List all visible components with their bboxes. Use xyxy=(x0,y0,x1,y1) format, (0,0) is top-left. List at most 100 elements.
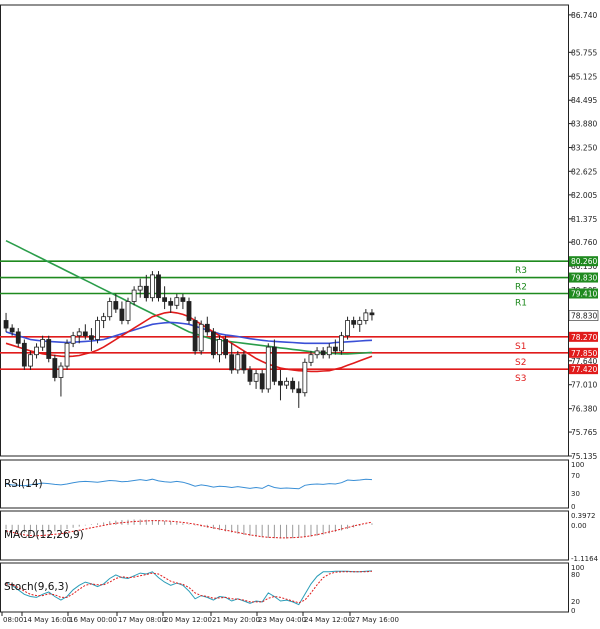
candle-body-60 xyxy=(369,312,375,316)
level-price-label-R2: 79.830 xyxy=(571,274,597,283)
moving-average-line-1 xyxy=(5,321,373,345)
candle-body-32 xyxy=(198,323,204,352)
candle-body-43 xyxy=(265,346,271,390)
price-tick-label-2: 85.125 xyxy=(571,72,597,81)
candle-body-57 xyxy=(351,320,357,325)
candle-body-46 xyxy=(284,380,289,386)
indicator-2-tick-2: 20 xyxy=(571,598,580,606)
price-tick-label-14: 77.640 xyxy=(571,357,597,366)
time-tick-label-1: 14 May 16:00 xyxy=(23,616,71,624)
indicator-pane-border-2 xyxy=(0,562,569,613)
candle-body-7 xyxy=(46,339,52,359)
candle-body-5 xyxy=(34,346,39,356)
indicator-1-tick-1: 0.00 xyxy=(571,522,587,530)
candle-body-44 xyxy=(271,346,277,382)
level-name-R1: R1 xyxy=(515,299,527,309)
candle-body-10 xyxy=(64,342,70,367)
candle-body-53 xyxy=(326,346,332,356)
level-name-S2: S2 xyxy=(515,358,526,368)
current-price-tag xyxy=(568,310,599,321)
indicator-0-tick-0: 100 xyxy=(571,461,584,469)
candle-body-22 xyxy=(137,285,143,291)
price-tick-label-7: 82.005 xyxy=(571,191,597,200)
candle-body-48 xyxy=(296,388,302,394)
level-name-R2: R2 xyxy=(515,283,527,293)
stoch-k-line xyxy=(5,570,373,606)
candle-body-0 xyxy=(3,320,9,329)
candle-body-40 xyxy=(247,369,253,382)
current-price-label: 78.830 xyxy=(571,312,597,321)
indicator-line-1 xyxy=(5,520,373,539)
level-price-tag-S1 xyxy=(569,331,598,342)
candle-body-54 xyxy=(332,346,338,352)
price-tick-label-3: 84.495 xyxy=(571,96,597,105)
indicator-pane-border-1 xyxy=(0,510,569,561)
candle-body-29 xyxy=(180,297,186,302)
indicator-line-0 xyxy=(5,478,373,490)
indicator-1-tick-0: 0.3972 xyxy=(571,512,596,520)
candle-body-51 xyxy=(314,350,320,356)
level-price-tag-S3 xyxy=(569,364,598,375)
candle-body-8 xyxy=(52,358,58,378)
candle-body-21 xyxy=(131,289,137,302)
level-name-S1: S1 xyxy=(515,342,526,352)
candle-body-25 xyxy=(156,274,161,299)
candle-body-49 xyxy=(302,361,308,394)
time-tick-label-6: 23 May 04:00 xyxy=(258,616,306,624)
price-tick-label-10: 80.130 xyxy=(571,262,597,271)
time-tick-label-5: 21 May 20:00 xyxy=(212,616,260,624)
price-tick-label-15: 77.010 xyxy=(571,381,597,390)
level-name-R3: R3 xyxy=(515,266,527,276)
indicator-pane-border-0 xyxy=(0,459,569,509)
candle-body-55 xyxy=(339,335,344,352)
candle-body-56 xyxy=(345,320,350,337)
indicator-2-tick-3: 0 xyxy=(571,607,575,615)
candle-body-58 xyxy=(357,320,363,325)
candle-body-42 xyxy=(259,373,265,390)
candle-body-6 xyxy=(40,339,46,348)
level-price-tag-R2 xyxy=(569,272,598,283)
price-tick-label-17: 75.765 xyxy=(571,428,597,437)
candle-body-2 xyxy=(15,331,21,344)
candle-body-35 xyxy=(217,339,222,356)
price-tick-label-8: 81.375 xyxy=(571,215,597,224)
stoch-d-line xyxy=(5,570,373,604)
time-tick-label-8: 27 May 16:00 xyxy=(351,616,399,624)
candle-body-19 xyxy=(119,308,125,321)
level-price-label-S1: 78.270 xyxy=(571,333,597,342)
candle-body-20 xyxy=(125,301,131,321)
candle-body-3 xyxy=(21,342,27,367)
level-price-label-S2: 77.850 xyxy=(571,349,597,358)
candle-body-38 xyxy=(235,354,241,371)
time-tick-label-0: 08:00 xyxy=(3,616,23,624)
candle-body-45 xyxy=(278,380,283,386)
candle-body-24 xyxy=(150,274,155,299)
candle-body-50 xyxy=(308,354,314,363)
candle-body-1 xyxy=(9,327,15,333)
candle-body-52 xyxy=(320,350,326,356)
candle-body-33 xyxy=(204,323,210,333)
indicator-name-1: MACD(12,26,9) xyxy=(4,529,84,541)
price-tick-label-1: 85.755 xyxy=(571,48,597,57)
candle-body-14 xyxy=(89,335,94,340)
level-price-label-S3: 77.420 xyxy=(571,365,597,374)
indicator-2-tick-0: 100 xyxy=(571,564,584,572)
level-price-label-R1: 79.410 xyxy=(571,290,597,299)
level-price-tag-S2 xyxy=(569,347,598,358)
candle-body-9 xyxy=(58,365,64,378)
candle-body-37 xyxy=(229,354,235,371)
price-tick-label-6: 82.625 xyxy=(571,167,597,176)
indicator-name-2: Stoch(9,6,3) xyxy=(4,581,69,593)
candle-body-11 xyxy=(70,335,76,344)
candle-body-31 xyxy=(192,320,198,352)
candle-body-16 xyxy=(101,316,107,321)
candle-body-39 xyxy=(241,354,247,371)
price-tick-label-9: 80.760 xyxy=(571,238,597,247)
candle-body-17 xyxy=(107,301,113,318)
price-tick-label-16: 76.380 xyxy=(571,405,597,414)
indicator-0-tick-3: 0 xyxy=(571,503,575,511)
candle-body-27 xyxy=(168,301,174,306)
candle-body-15 xyxy=(95,320,100,340)
indicator-name-0: RSI(14) xyxy=(4,478,43,490)
